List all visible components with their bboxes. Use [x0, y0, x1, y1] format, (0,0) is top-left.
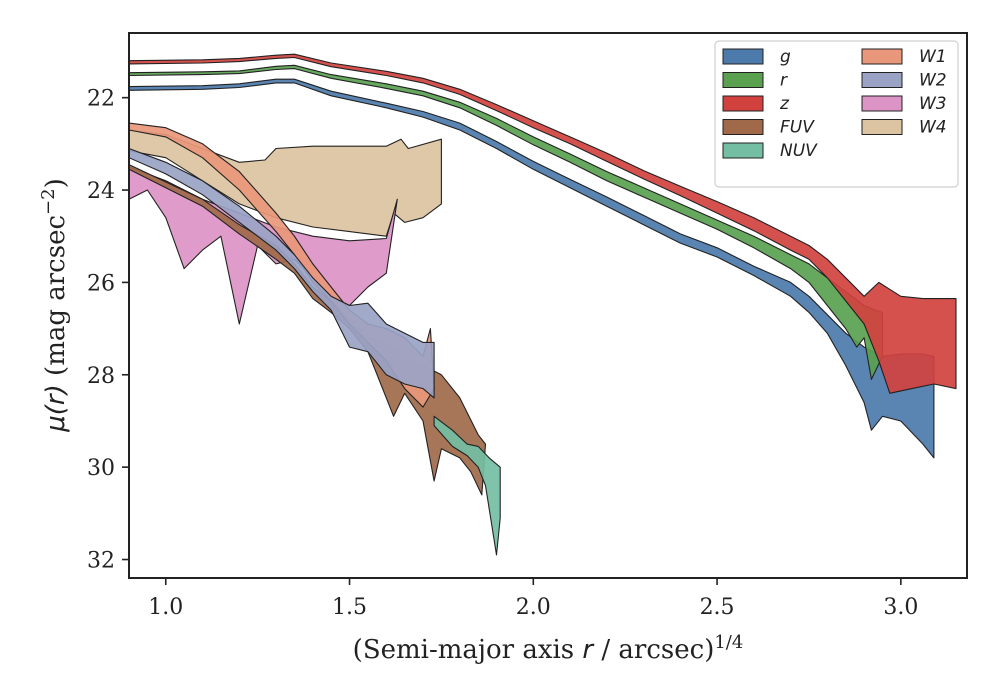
legend-swatch-g — [722, 48, 764, 65]
y-axis-ticks: 22 24 26 28 30 32 — [87, 87, 129, 574]
series-band-z — [129, 53, 957, 394]
x-axis-ticks: 1.0 1.5 2.0 2.5 3.0 — [148, 578, 918, 620]
legend-swatch-w4 — [861, 119, 903, 135]
legend-swatch-z — [722, 95, 764, 112]
legend-label-w1: W1 — [919, 47, 947, 67]
legend-swatch-w1 — [861, 48, 903, 65]
x-tick-label: 2.0 — [516, 595, 551, 620]
y-tick-label: 32 — [87, 549, 115, 574]
series-band-w2 — [129, 147, 435, 399]
x-axis-label: (Semi-major axis r / arcsec)1/4 — [353, 632, 744, 665]
series-band-g — [129, 78, 935, 459]
series-band-r — [129, 64, 884, 380]
x-tick-label: 1.0 — [148, 595, 183, 620]
legend-label-w3: W3 — [919, 94, 947, 114]
legend-label-w4: W4 — [919, 118, 947, 138]
legend-swatch-w2 — [861, 72, 903, 88]
legend-label-g: g — [780, 47, 791, 67]
y-axis-label: μ(r) (mag arcsec−2) — [38, 178, 71, 433]
legend-label-nuv: NUV — [780, 141, 818, 161]
legend-label-w2: W2 — [919, 71, 947, 91]
legend-swatch-nuv — [722, 142, 764, 159]
legend-label-z: z — [779, 94, 790, 114]
legend-label-r: r — [780, 71, 788, 91]
legend-swatch-w3 — [861, 95, 903, 112]
y-tick-label: 26 — [87, 271, 115, 296]
y-tick-label: 22 — [87, 87, 115, 112]
x-tick-label: 3.0 — [883, 595, 918, 620]
series-bands — [129, 53, 957, 556]
y-tick-label: 24 — [87, 179, 115, 204]
series-band-nuv — [433, 415, 501, 556]
y-tick-label: 28 — [87, 364, 115, 389]
plot-frame — [128, 32, 968, 579]
legend-swatch-r — [722, 72, 764, 88]
x-tick-label: 1.5 — [332, 595, 367, 620]
legend-label-fuv: FUV — [780, 118, 815, 138]
y-tick-label: 30 — [87, 456, 115, 481]
legend: grz FUV NUV W1 W2 W3 W4 — [714, 40, 959, 188]
x-tick-label: 2.5 — [700, 595, 735, 620]
legend-swatch-fuv — [722, 119, 764, 135]
